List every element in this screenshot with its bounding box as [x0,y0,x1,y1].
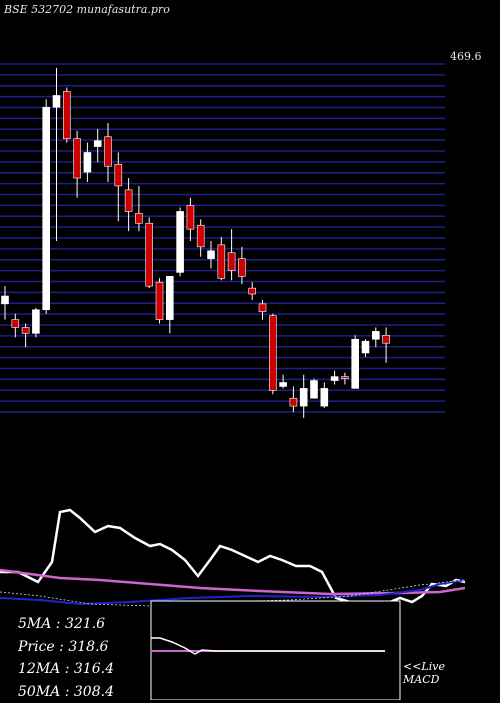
stat-5ma: 5MA : 321.6 [18,613,114,636]
candle-body [372,331,379,339]
candle [32,308,39,337]
ticker-label: BSE 532702 [4,3,73,16]
candle-body [321,388,328,406]
candle-body [228,253,235,271]
candle [249,282,256,300]
candle-body [115,164,122,186]
candle [352,335,359,388]
candle-body [311,381,318,399]
macd-title: MACD [403,673,445,686]
candle [146,217,153,288]
candle-body [218,245,225,278]
candlesticks [2,68,390,418]
candle-body [177,211,184,272]
candle [321,383,328,409]
candle [135,186,142,231]
candle [228,229,235,280]
candle [187,198,194,241]
candle-body [84,152,91,172]
macd-panel [151,601,400,700]
candle-body [146,223,153,286]
candle [311,379,318,399]
candle-body [259,304,266,312]
candle [218,237,225,280]
candle-body [74,139,81,178]
stat-12ma: 12MA : 316.4 [18,658,114,681]
candle-body [208,251,215,259]
candle-body [63,92,70,139]
candle-body [249,288,256,294]
stat-price: Price : 318.6 [18,636,114,659]
candle [341,373,348,385]
candle [208,241,215,269]
candle-body [238,259,245,277]
chart-header: BSE 532702 munafasutra.pro [4,3,170,16]
candle-body [43,107,50,310]
price-axis-labels: 469.6 [450,50,482,63]
candle-body [125,190,132,212]
candle-body [12,320,19,328]
candle [94,129,101,162]
candle [372,327,379,347]
candle-body [166,276,173,319]
candle-body [290,398,297,406]
candle-body [187,206,194,230]
indicator-panel [0,510,465,606]
candle [238,247,245,284]
candle [125,178,132,231]
ma-purple-line [0,570,465,594]
candle-body [362,341,369,353]
candle [12,314,19,338]
candle [177,208,184,277]
live-label: <<Live [403,660,445,673]
candle [84,143,91,182]
candle-body [156,282,163,319]
candle-body [22,327,29,333]
candle [156,278,163,323]
candle [53,68,60,241]
candle-body [135,213,142,223]
candle [280,375,287,389]
macd-label: <<Live MACD [403,660,445,686]
candle-body [352,339,359,388]
candle-body [105,137,112,166]
candle-body [197,225,204,247]
candle-body [280,383,287,387]
candle-body [2,296,9,304]
candle-body [94,141,101,147]
candle [269,314,276,395]
candle-body [383,335,390,343]
candle-body [341,377,348,379]
candle [362,339,369,357]
candle [43,99,50,313]
candle [63,88,70,143]
candle [197,219,204,256]
candle-body [53,95,60,107]
candle-body [269,316,276,391]
site-label: munafasutra.pro [77,3,170,16]
candle-body [32,310,39,334]
candle [74,131,81,198]
moving-average-stats: 5MA : 321.6 Price : 318.6 12MA : 316.4 5… [18,613,114,703]
candle-body [331,377,338,381]
candle [115,152,122,221]
candle-body [300,388,307,406]
axis-top-label: 469.6 [450,50,482,63]
candle [331,371,338,385]
